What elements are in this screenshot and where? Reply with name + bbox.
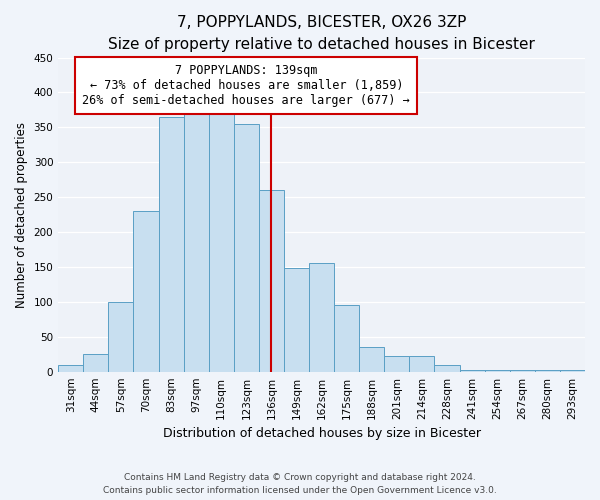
Bar: [560, 370, 585, 372]
Bar: [184, 114, 209, 372]
Bar: [359, 347, 385, 372]
Bar: [385, 356, 409, 372]
Text: 7 POPPYLANDS: 139sqm
← 73% of detached houses are smaller (1,859)
26% of semi-de: 7 POPPYLANDS: 139sqm ← 73% of detached h…: [82, 64, 410, 107]
Y-axis label: Number of detached properties: Number of detached properties: [15, 122, 28, 308]
Bar: [434, 364, 460, 372]
Bar: [58, 364, 83, 372]
Bar: [209, 110, 234, 372]
Bar: [109, 302, 133, 372]
Bar: [535, 370, 560, 372]
Bar: [460, 370, 485, 372]
Bar: [83, 354, 109, 372]
Text: Contains HM Land Registry data © Crown copyright and database right 2024.
Contai: Contains HM Land Registry data © Crown c…: [103, 474, 497, 495]
Bar: [334, 306, 359, 372]
Bar: [234, 124, 259, 372]
Bar: [158, 117, 184, 372]
Bar: [284, 268, 309, 372]
Bar: [133, 211, 158, 372]
Bar: [259, 190, 284, 372]
X-axis label: Distribution of detached houses by size in Bicester: Distribution of detached houses by size …: [163, 427, 481, 440]
Bar: [309, 264, 334, 372]
Bar: [510, 370, 535, 372]
Bar: [409, 356, 434, 372]
Bar: [485, 370, 510, 372]
Title: 7, POPPYLANDS, BICESTER, OX26 3ZP
Size of property relative to detached houses i: 7, POPPYLANDS, BICESTER, OX26 3ZP Size o…: [108, 15, 535, 52]
